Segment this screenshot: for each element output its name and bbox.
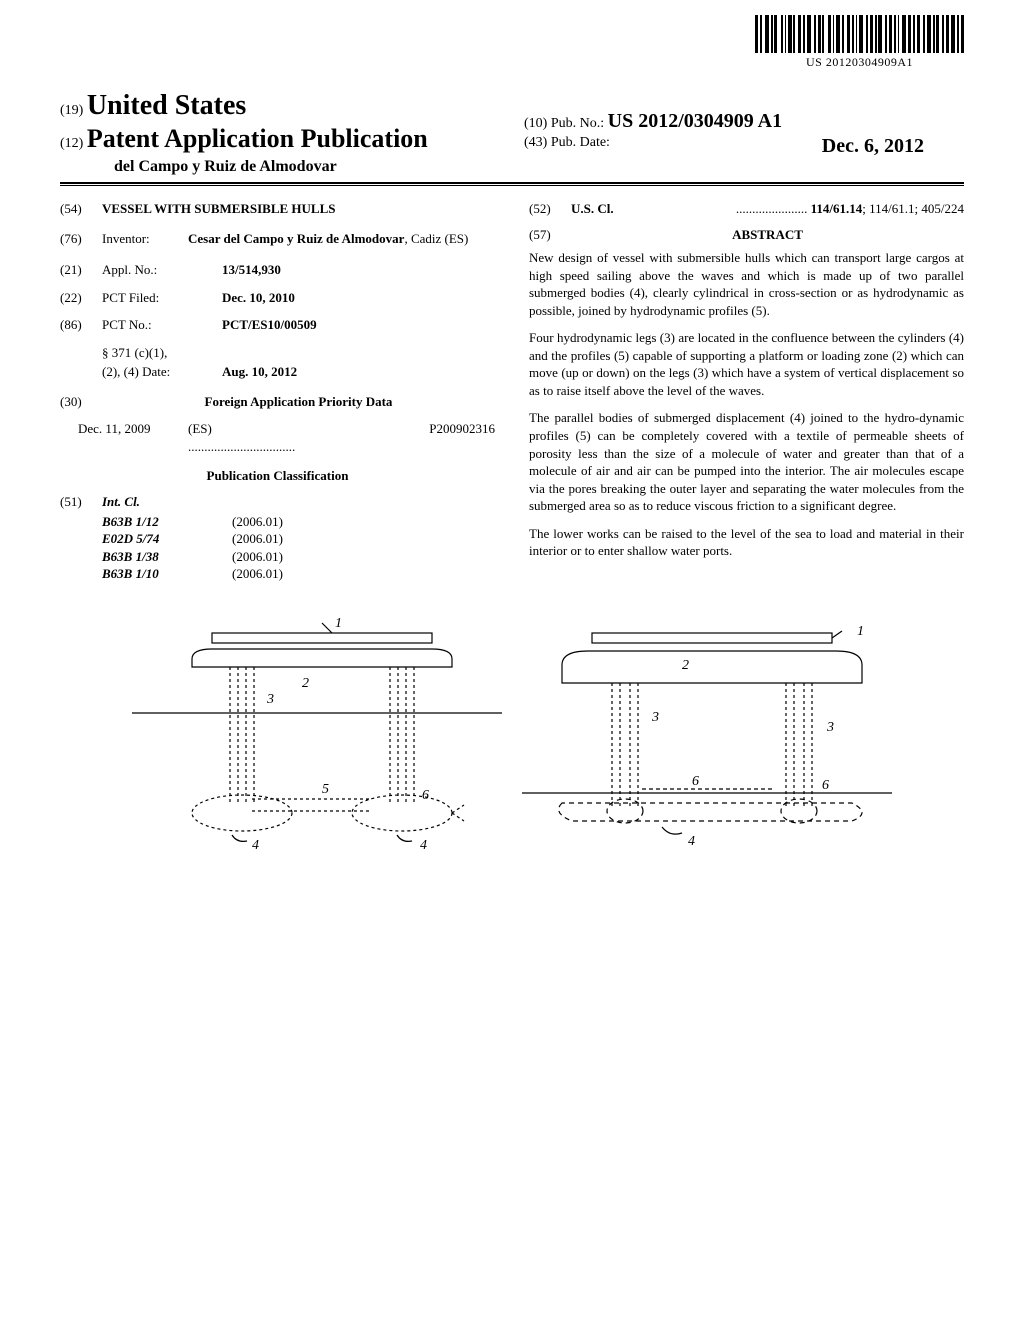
priority-country: (ES) <box>188 421 212 436</box>
barcode-region: US 20120304909A1 <box>755 15 964 70</box>
applno: 13/514,930 <box>222 261 495 279</box>
fig-label-1b: 1 <box>857 624 864 639</box>
s371-label1: § 371 (c)(1), <box>102 344 222 362</box>
header-pub-label: Patent Application Publication <box>87 124 428 153</box>
intcl-code-0: B63B 1/12 <box>102 513 232 531</box>
figure-svg: 1 2 3 5 6 4 4 1 <box>122 613 902 873</box>
s371-label2: (2), (4) Date: <box>102 363 222 381</box>
divider-thin <box>60 185 964 186</box>
header-right: (10) Pub. No.: US 2012/0304909 A1 (43) P… <box>524 110 964 158</box>
barcode <box>755 15 964 53</box>
pubno-prefix: (10) <box>524 116 547 131</box>
fig-label-2a: 2 <box>302 676 309 691</box>
uscl-main: 114/61.14 <box>811 201 863 216</box>
foreign-title: Foreign Application Priority Data <box>102 393 495 411</box>
pctfiled-label: PCT Filed: <box>102 289 222 307</box>
pubdate-prefix: (43) <box>524 135 547 150</box>
intcl-ver-1: (2006.01) <box>232 530 283 548</box>
pubclass-title: Publication Classification <box>60 467 495 485</box>
title-code: (54) <box>60 200 102 218</box>
applno-code: (21) <box>60 261 102 279</box>
header-prefix-19: (19) <box>60 103 83 118</box>
fig-label-3a: 3 <box>266 692 274 707</box>
divider-thick <box>60 182 964 184</box>
s371-date: Aug. 10, 2012 <box>222 363 297 381</box>
right-column: (52) U.S. Cl. ...................... 114… <box>529 200 964 583</box>
header-prefix-12: (12) <box>60 136 83 151</box>
fig-label-4a: 4 <box>252 838 259 853</box>
pctno-label: PCT No.: <box>102 316 222 334</box>
uscl-rest: ; 114/61.1; 405/224 <box>862 201 964 216</box>
uscl-label: U.S. Cl. <box>571 200 641 218</box>
inventor-code: (76) <box>60 230 102 248</box>
pctfiled-code: (22) <box>60 289 102 307</box>
intcl-code: (51) <box>60 493 102 511</box>
inventor-label: Inventor: <box>102 230 188 248</box>
intcl-code-3: B63B 1/10 <box>102 565 232 583</box>
fig-label-6c: 6 <box>822 778 829 793</box>
header-author: del Campo y Ruiz de Almodovar <box>60 158 964 176</box>
intcl-ver-0: (2006.01) <box>232 513 283 531</box>
foreign-code: (30) <box>60 393 102 411</box>
fig-label-4c: 4 <box>688 834 695 849</box>
inventor-name: Cesar del Campo y Ruiz de Almodovar <box>188 231 404 246</box>
fig-label-1a: 1 <box>335 616 342 631</box>
header-country: United States <box>87 90 246 121</box>
pctno-code: (86) <box>60 316 102 334</box>
fig-label-6b: 6 <box>692 774 699 789</box>
intcl-code-1: E02D 5/74 <box>102 530 232 548</box>
abstract-code: (57) <box>529 226 571 244</box>
priority-num: P200902316 <box>258 420 495 455</box>
inventor-loc: , Cadiz (ES) <box>404 231 468 246</box>
abstract-para-3: The parallel bodies of submerged displac… <box>529 409 964 514</box>
intcl-block: B63B 1/12(2006.01) E02D 5/74(2006.01) B6… <box>102 513 495 583</box>
pubno: US 2012/0304909 A1 <box>608 110 782 132</box>
intcl-ver-2: (2006.01) <box>232 548 283 566</box>
content-columns: (54) VESSEL WITH SUBMERSIBLE HULLS (76) … <box>60 200 964 583</box>
applno-label: Appl. No.: <box>102 261 222 279</box>
pubdate: Dec. 6, 2012 <box>822 135 924 158</box>
abstract-para-2: Four hydrodynamic legs (3) are located i… <box>529 329 964 399</box>
invention-title: VESSEL WITH SUBMERSIBLE HULLS <box>102 200 495 218</box>
abstract-para-1: New design of vessel with submersible hu… <box>529 249 964 319</box>
fig-label-3c: 3 <box>826 720 834 735</box>
abstract-para-4: The lower works can be raised to the lev… <box>529 525 964 560</box>
uscl-dots: ...................... <box>736 201 808 216</box>
fig-label-2b: 2 <box>682 658 689 673</box>
pubno-label: Pub. No.: <box>551 116 604 131</box>
intcl-code-2: B63B 1/38 <box>102 548 232 566</box>
barcode-text: US 20120304909A1 <box>755 55 964 70</box>
pctno: PCT/ES10/00509 <box>222 316 495 334</box>
priority-date: Dec. 11, 2009 <box>78 420 188 455</box>
patent-figure: 1 2 3 5 6 4 4 1 <box>60 613 964 873</box>
intcl-ver-3: (2006.01) <box>232 565 283 583</box>
fig-label-3b: 3 <box>651 710 659 725</box>
fig-label-6a: 6 <box>422 788 429 803</box>
pctfiled: Dec. 10, 2010 <box>222 289 495 307</box>
fig-label-5a: 5 <box>322 782 329 797</box>
left-column: (54) VESSEL WITH SUBMERSIBLE HULLS (76) … <box>60 200 495 583</box>
abstract-title: ABSTRACT <box>571 226 964 244</box>
intcl-label: Int. Cl. <box>102 493 495 511</box>
pubdate-label: Pub. Date: <box>551 135 610 150</box>
uscl-code: (52) <box>529 200 571 218</box>
fig-label-4b: 4 <box>420 838 427 853</box>
